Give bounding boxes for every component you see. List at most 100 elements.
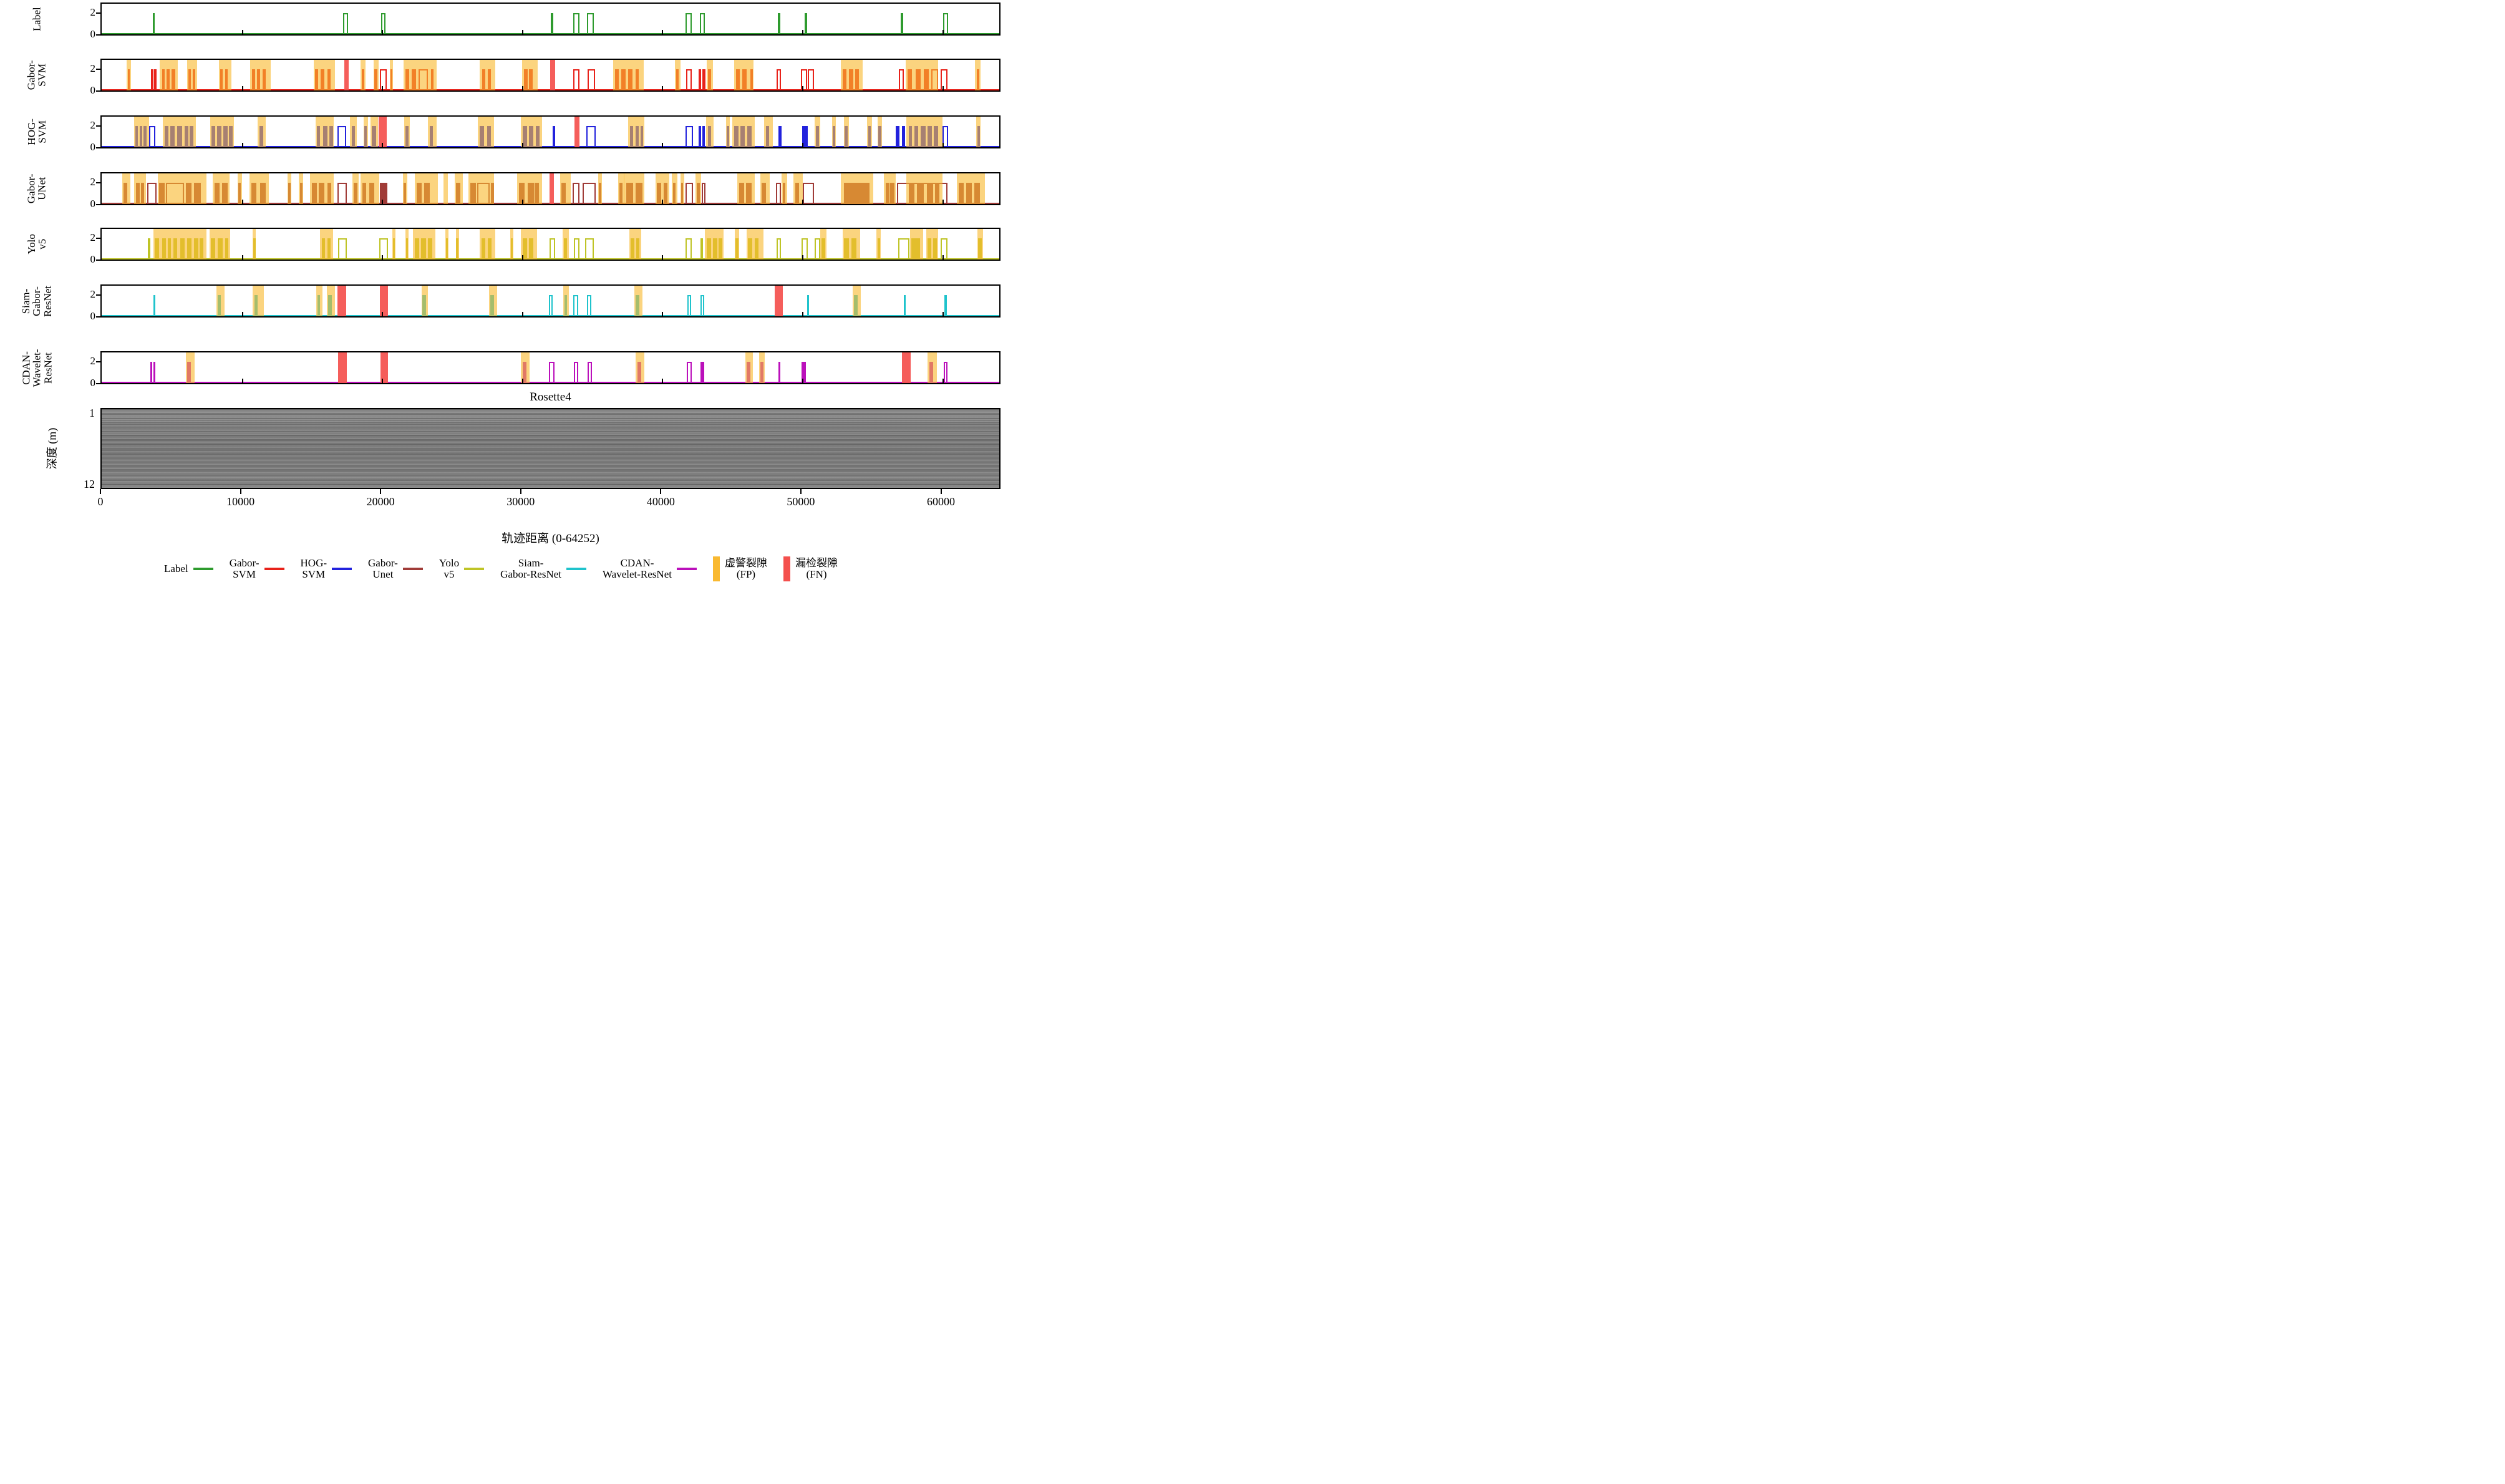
hollow-pulse xyxy=(338,238,347,259)
hollow-pulse xyxy=(587,12,594,34)
x-tick-mark xyxy=(240,489,241,494)
fp-region xyxy=(522,60,538,90)
fp-region xyxy=(299,173,304,204)
fp-region xyxy=(843,229,861,259)
fp-region xyxy=(521,229,537,259)
x-minor-tick xyxy=(802,379,803,383)
legend-entry-cdan--wavelet-resnet: CDAN- Wavelet-ResNet xyxy=(603,558,697,580)
hollow-pulse xyxy=(586,125,596,147)
solid-pulse xyxy=(152,12,155,34)
hollow-pulse xyxy=(573,294,579,316)
fp-region xyxy=(213,173,230,204)
solid-pulse xyxy=(552,125,555,147)
x-minor-tick xyxy=(382,30,384,34)
image-strip-title: Rosette4 xyxy=(530,390,571,404)
x-minor-tick xyxy=(241,86,243,90)
solid-pulse xyxy=(154,69,157,90)
y-tick-mark xyxy=(96,361,100,362)
x-minor-tick xyxy=(521,312,523,316)
hollow-pulse xyxy=(686,69,692,90)
fp-region xyxy=(153,229,206,259)
fp-region xyxy=(674,60,681,90)
row-label-siam-gabor-resnet: Siam- Gabor- ResNet xyxy=(0,284,74,318)
x-tick-mark xyxy=(940,489,942,494)
y-tick-mark xyxy=(96,147,100,148)
fp-region xyxy=(319,229,333,259)
legend: Label Gabor- SVM HOG- SVM Gabor- Unet Yolo v… xyxy=(0,556,1002,581)
fp-region xyxy=(560,173,571,204)
zero-line xyxy=(102,315,999,316)
x-minor-tick xyxy=(662,379,664,383)
fp-region xyxy=(563,229,569,259)
legend-line-swatch xyxy=(566,568,586,570)
fp-region xyxy=(563,286,569,316)
fp-region xyxy=(758,352,765,383)
fp-region xyxy=(314,60,335,90)
fp-region xyxy=(793,173,803,204)
fn-region xyxy=(380,286,389,316)
subplot-siam-gabor-resnet xyxy=(100,284,1001,318)
x-minor-tick xyxy=(662,312,664,316)
fp-region xyxy=(510,229,514,259)
fn-region xyxy=(574,117,580,147)
fp-region xyxy=(706,117,714,147)
x-minor-tick xyxy=(662,30,664,34)
legend-line-swatch xyxy=(264,568,284,570)
x-minor-tick xyxy=(942,86,944,90)
depth-tick-bottom: 12 xyxy=(84,478,95,490)
x-minor-tick xyxy=(521,379,523,383)
fp-region xyxy=(841,60,863,90)
fp-region xyxy=(745,352,753,383)
hollow-pulse xyxy=(803,182,814,204)
hollow-pulse xyxy=(343,12,348,34)
fp-region xyxy=(352,173,359,204)
x-tick-mark xyxy=(520,489,521,494)
hollow-pulse xyxy=(686,238,692,259)
x-minor-tick xyxy=(241,312,243,316)
legend-entry-虚警裂隙-(fp): 虚警裂隙 (FP) xyxy=(712,556,767,581)
fp-region xyxy=(327,286,335,316)
hollow-pulse xyxy=(573,12,580,34)
row-label-text: Gabor- UNet xyxy=(25,173,48,204)
fp-region xyxy=(163,117,196,147)
fp-region xyxy=(853,286,861,316)
zero-line xyxy=(102,146,999,147)
hollow-pulse xyxy=(944,361,947,383)
fp-region xyxy=(636,352,644,383)
hollow-pulse xyxy=(548,361,555,383)
zero-line xyxy=(102,258,999,259)
solid-pulse xyxy=(807,294,810,316)
fp-region xyxy=(363,117,369,147)
fp-region xyxy=(479,229,495,259)
hollow-pulse xyxy=(699,12,705,34)
subplot-gabor-unet xyxy=(100,172,1001,205)
solid-pulse xyxy=(551,12,554,34)
hollow-pulse xyxy=(584,238,594,259)
solid-pulse xyxy=(153,361,156,383)
solid-pulse xyxy=(802,125,808,147)
fp-region xyxy=(867,117,873,147)
y-tick-mark xyxy=(96,316,100,318)
subplot-gabor-svm xyxy=(100,59,1001,92)
x-minor-tick xyxy=(802,255,803,259)
fp-region xyxy=(634,286,642,316)
legend-entry-label: Gabor- Unet xyxy=(368,557,398,580)
row-label-text: CDAN- Wavelet- ResNet xyxy=(20,349,54,387)
hollow-pulse xyxy=(700,238,704,259)
fp-region xyxy=(373,60,379,90)
fp-region xyxy=(127,60,132,90)
row-label-hog-svm: HOG- SVM xyxy=(0,115,74,148)
fp-region xyxy=(415,173,438,204)
row-label-gabor-svm: Gabor- SVM xyxy=(0,59,74,92)
x-minor-tick xyxy=(382,379,384,383)
legend-entry-yolo-v5: Yolo v5 xyxy=(439,558,485,580)
row-label-text: Siam- Gabor- ResNet xyxy=(20,285,54,317)
fp-region xyxy=(613,60,644,90)
fn-region xyxy=(337,286,347,316)
fp-region xyxy=(521,352,530,383)
y-tick-mark xyxy=(96,237,100,239)
fp-region xyxy=(737,173,755,204)
y-tick-mark xyxy=(96,125,100,127)
hollow-pulse xyxy=(700,294,704,316)
fp-region xyxy=(976,117,981,147)
